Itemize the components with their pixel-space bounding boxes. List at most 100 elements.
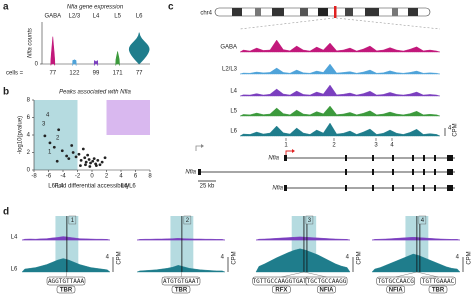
motif-connector [180,271,183,278]
motif-sequence: TGTGCCAACG [378,278,415,285]
gene-models [195,144,455,191]
point [87,158,91,161]
track [255,236,351,241]
track-label: L5 [230,109,237,115]
gene-label: Nfia [268,156,279,162]
category-label: L5 [114,14,121,20]
panel-label: b [3,87,9,98]
point [52,145,56,149]
chart-title: Peaks associated with Nfia [59,90,131,96]
violin [72,59,77,66]
cells-count: 77 [49,71,56,77]
point [81,147,85,151]
point [88,165,92,168]
cells-label: cells = [6,71,24,77]
factor-box [272,285,291,294]
x-tick-label: -8 [31,174,37,180]
y-axis-label: -log10(pvalue) [18,116,24,154]
factor-box [317,285,336,294]
x-tick-label: 4 [119,174,123,180]
locus-box [418,215,427,225]
x-tick-label: -2 [75,174,81,180]
panel-label: c [168,2,174,13]
y-axis-label: Nfia counts [28,28,34,58]
motif-connector [281,271,304,278]
track-label: L4 [11,235,18,241]
locus-box [68,215,77,225]
category-label: GABA [44,14,61,20]
scale-value: 4 [106,255,110,261]
x-tick-label: -6 [46,174,52,180]
violin [128,32,150,65]
y-tick-label: 0 [27,168,31,174]
violin [115,51,120,66]
track [239,105,441,117]
point [79,158,83,162]
gene-label: Nfia [185,170,196,176]
factor-label: NFIA [389,287,404,293]
category-label: L4 [93,14,100,20]
x-tick-label: -4 [60,174,66,180]
motif-sequence: ATGTGTGAAT [163,278,200,285]
x-tick-label: 8 [148,174,152,180]
violin [93,60,99,66]
peak-label: 4 [390,143,394,149]
scale-unit: CPM [232,251,238,264]
point-label: 1 [48,150,52,156]
motif-box [376,276,416,286]
gene-label: Nfia [272,186,283,192]
violin [50,36,56,66]
point [96,158,100,162]
ideogram [214,6,441,30]
scale-value: 4 [448,126,452,132]
scale-unit: CPM [467,251,473,264]
locus-box [305,215,314,225]
factor-box [171,285,191,294]
track [239,84,441,97]
point-label: 2 [56,136,60,142]
chromosome-label: chr4 [200,11,212,17]
factor-label: TBR [60,287,73,293]
factor-label: TBR [432,287,445,293]
track [136,265,226,273]
motif-box [305,276,348,286]
point [74,155,78,159]
point [55,159,59,163]
point [83,156,87,160]
point [67,157,71,161]
scale-bar-label: 25 kb [200,184,215,190]
factor-box [386,285,406,294]
region-label: L6/L4 [48,184,64,190]
motif-box [420,276,456,286]
track [239,63,441,75]
point [98,163,102,167]
peak-label: 1 [284,143,288,149]
y-tick-label: 8 [27,98,31,104]
point [70,144,74,147]
track-label: L4 [230,89,237,95]
track-label: L6 [11,267,18,273]
point [60,149,64,153]
motif-sequence: TGCTGCCAAGG [307,278,347,285]
locus-label: 2 [186,218,190,224]
point [84,160,88,164]
point [77,152,81,156]
category-label: L6 [136,14,143,20]
track-label: L6 [230,129,237,135]
scale-value: 4 [456,255,460,261]
factor-label: RFX [275,287,287,293]
motif-sequence: TGTTGCCAAGGTGATA [252,278,310,285]
track-label: GABA [220,45,237,51]
region [34,100,78,170]
point-label: 4 [46,113,50,119]
scale-unit: CPM [453,123,459,136]
x-tick-label: 2 [105,174,109,180]
locus-label: 3 [308,218,312,224]
factor-box [428,285,448,294]
motif-sequence: AGGTGTTAAA [48,278,85,285]
y-tick-label: 4 [27,133,31,139]
point [65,154,69,158]
scale-unit: CPM [357,251,363,264]
point [86,153,90,157]
x-tick-label: 0 [90,174,94,180]
